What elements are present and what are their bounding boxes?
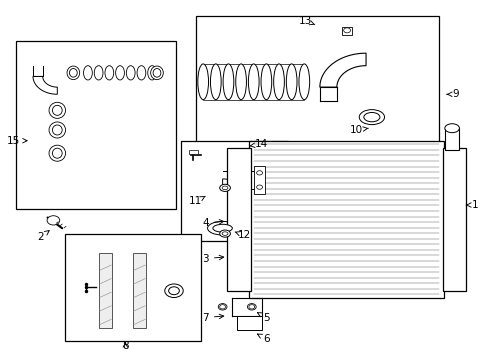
Ellipse shape <box>105 66 114 80</box>
Text: 2: 2 <box>37 231 49 242</box>
Text: 5: 5 <box>257 312 269 323</box>
Text: 9: 9 <box>446 89 458 99</box>
Text: 11: 11 <box>189 196 205 206</box>
Text: 1: 1 <box>466 200 478 210</box>
Polygon shape <box>222 179 245 196</box>
Ellipse shape <box>223 64 233 100</box>
Ellipse shape <box>52 148 62 158</box>
Bar <box>188 150 198 154</box>
Bar <box>249 141 443 298</box>
Ellipse shape <box>222 232 227 235</box>
Ellipse shape <box>168 287 179 295</box>
Bar <box>196 16 438 152</box>
Text: 13: 13 <box>298 16 314 26</box>
Ellipse shape <box>164 284 183 297</box>
Ellipse shape <box>218 303 226 310</box>
Ellipse shape <box>147 66 156 80</box>
Ellipse shape <box>52 125 62 135</box>
Ellipse shape <box>83 66 92 80</box>
Ellipse shape <box>235 64 246 100</box>
Ellipse shape <box>198 64 208 100</box>
Ellipse shape <box>67 66 80 80</box>
Text: 3: 3 <box>202 253 223 264</box>
Text: 4: 4 <box>202 218 223 228</box>
Ellipse shape <box>219 184 230 192</box>
Text: 8: 8 <box>122 341 128 351</box>
Bar <box>132 253 146 328</box>
Text: 7: 7 <box>202 312 223 323</box>
Ellipse shape <box>49 122 65 138</box>
Circle shape <box>256 171 262 175</box>
Bar <box>341 27 352 35</box>
Ellipse shape <box>126 66 135 80</box>
Ellipse shape <box>153 68 161 77</box>
Bar <box>237 316 261 330</box>
Bar <box>16 41 176 208</box>
Bar <box>181 141 287 241</box>
Ellipse shape <box>359 110 384 125</box>
Ellipse shape <box>444 124 458 133</box>
Ellipse shape <box>212 224 232 232</box>
Ellipse shape <box>49 102 65 118</box>
Ellipse shape <box>150 66 163 80</box>
Bar <box>254 166 264 194</box>
Polygon shape <box>319 53 366 87</box>
Ellipse shape <box>94 66 103 80</box>
Ellipse shape <box>273 64 284 100</box>
Circle shape <box>248 305 254 309</box>
Ellipse shape <box>298 64 309 100</box>
Ellipse shape <box>363 112 379 122</box>
Ellipse shape <box>137 66 145 80</box>
Polygon shape <box>33 76 57 94</box>
Ellipse shape <box>219 230 230 237</box>
Ellipse shape <box>248 64 259 100</box>
Ellipse shape <box>49 145 65 161</box>
Ellipse shape <box>210 64 221 100</box>
Ellipse shape <box>52 105 62 115</box>
Ellipse shape <box>286 64 296 100</box>
Text: 6: 6 <box>257 334 269 344</box>
Text: 15: 15 <box>7 136 27 146</box>
Bar <box>99 253 112 328</box>
Ellipse shape <box>207 221 237 235</box>
Bar <box>64 234 201 341</box>
Ellipse shape <box>247 303 256 310</box>
Text: 14: 14 <box>249 139 267 149</box>
Ellipse shape <box>116 66 124 80</box>
Ellipse shape <box>222 186 227 190</box>
Circle shape <box>219 305 225 309</box>
Bar <box>445 128 458 150</box>
Text: 12: 12 <box>235 230 251 240</box>
Bar <box>442 148 465 291</box>
Bar <box>227 148 250 291</box>
Circle shape <box>47 216 60 225</box>
Ellipse shape <box>261 64 271 100</box>
Circle shape <box>256 185 262 189</box>
Text: 10: 10 <box>349 125 367 135</box>
Circle shape <box>343 28 350 33</box>
Ellipse shape <box>69 68 77 77</box>
